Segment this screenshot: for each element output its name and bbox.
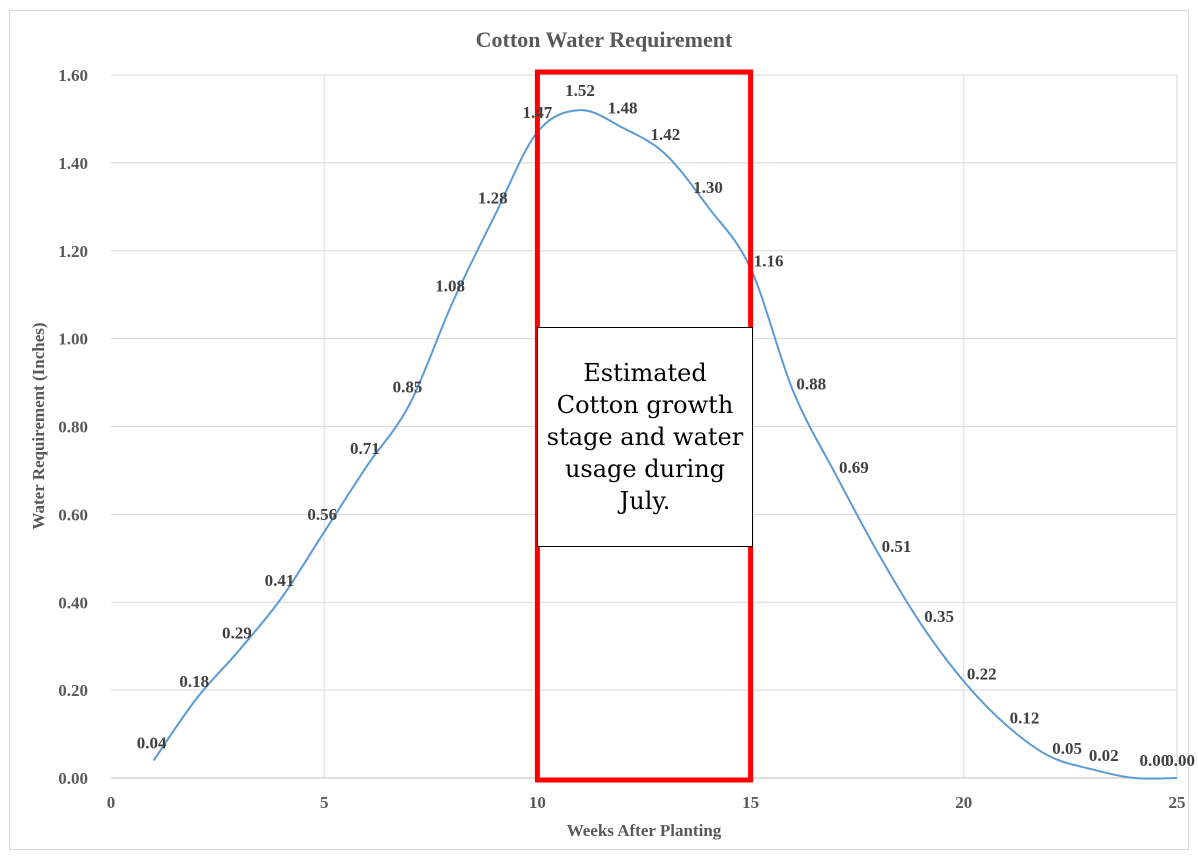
annotation-box: Estimated Cotton growth stage and water … xyxy=(537,327,753,547)
data-labels: 0.04 0.18 0.29 0.41 0.56 0.71 0.85 1.08 1.28 1.47… xyxy=(137,81,1195,770)
series-line xyxy=(152,109,1178,780)
data-label: 0.12 xyxy=(1010,708,1040,727)
tick-labels: 0.00 0.20 0.40 0.60 0.80 1.00 1.20 1.40 1.60 0 5 10… xyxy=(58,66,1185,812)
data-label: 0.22 xyxy=(967,664,997,683)
data-label: 1.48 xyxy=(608,99,638,118)
data-label: 0.29 xyxy=(222,624,252,643)
y-tick-label: 0.40 xyxy=(58,593,88,612)
data-label: 0.18 xyxy=(179,672,209,691)
data-label: 1.52 xyxy=(565,81,595,100)
x-tick-label: 10 xyxy=(529,793,546,812)
data-label: 0.02 xyxy=(1089,746,1119,765)
x-tick-label: 20 xyxy=(955,793,972,812)
y-tick-label: 1.40 xyxy=(58,154,88,173)
y-tick-label: 0.20 xyxy=(58,681,88,700)
data-label: 0.88 xyxy=(796,374,826,393)
data-label: 0.04 xyxy=(137,733,167,752)
data-label: 1.28 xyxy=(478,189,508,208)
data-label: 1.30 xyxy=(693,178,723,197)
data-label: 0.00 xyxy=(1139,751,1169,770)
data-label: 0.35 xyxy=(924,607,954,626)
y-tick-label: 1.00 xyxy=(58,330,88,349)
y-tick-label: 1.20 xyxy=(58,242,88,261)
data-label: 0.51 xyxy=(882,537,912,556)
data-label: 1.16 xyxy=(754,251,784,270)
data-label: 0.56 xyxy=(307,505,337,524)
y-tick-label: 0.00 xyxy=(58,769,88,788)
y-axis-label: Water Requirement (Inches) xyxy=(29,322,48,529)
data-label: 0.41 xyxy=(265,571,295,590)
data-label: 1.47 xyxy=(523,103,553,122)
data-label: 1.42 xyxy=(650,125,680,144)
y-tick-label: 1.60 xyxy=(58,66,88,85)
chart-title: Cotton Water Requirement xyxy=(476,27,733,52)
data-label: 0.71 xyxy=(350,439,380,458)
x-tick-label: 15 xyxy=(742,793,759,812)
y-tick-label: 0.80 xyxy=(58,418,88,437)
x-axis-label: Weeks After Planting xyxy=(567,821,722,840)
data-label: 1.08 xyxy=(435,276,465,295)
x-tick-label: 5 xyxy=(320,793,329,812)
x-tick-label: 0 xyxy=(107,793,116,812)
x-tick-label: 25 xyxy=(1169,793,1186,812)
y-tick-label: 0.60 xyxy=(58,505,88,524)
data-label: 0.69 xyxy=(839,458,869,477)
data-label: 0.05 xyxy=(1052,739,1082,758)
data-label: 0.00 xyxy=(1165,751,1195,770)
data-label: 0.85 xyxy=(393,378,423,397)
